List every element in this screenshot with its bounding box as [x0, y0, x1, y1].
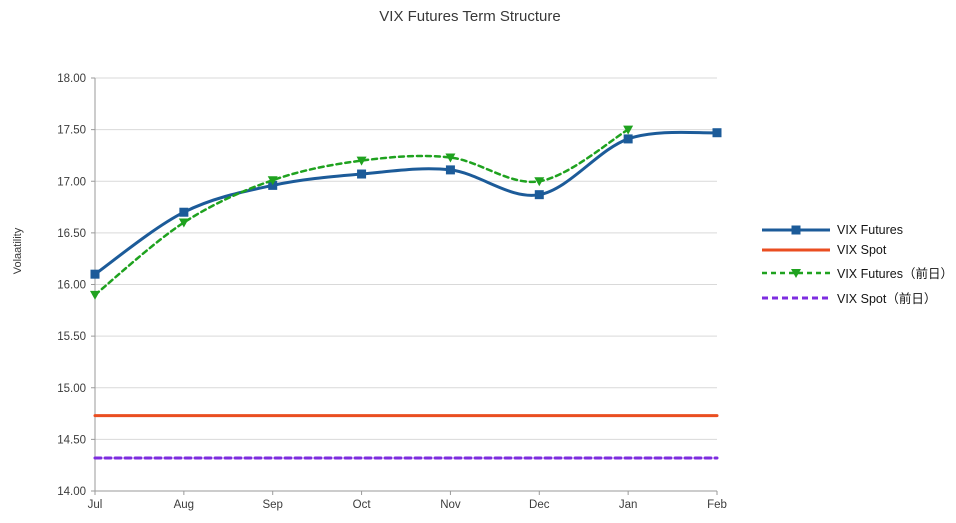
marker-square	[179, 207, 189, 217]
legend-label: VIX Spot（前日）	[837, 292, 937, 306]
marker-triangle-down	[267, 176, 278, 186]
y-tick-label: 16.50	[57, 228, 86, 240]
x-tick-label: Dec	[529, 499, 550, 511]
x-tick-label: Aug	[174, 499, 194, 511]
y-tick-label: 14.50	[57, 434, 86, 446]
legend-swatch	[762, 296, 830, 299]
x-tick-label: Feb	[707, 499, 727, 511]
x-tick-label: Jul	[88, 499, 103, 511]
series-line-0	[93, 130, 719, 276]
marker-square	[90, 269, 100, 279]
marker-triangle-down	[90, 290, 100, 300]
y-tick-label: 15.00	[57, 383, 86, 395]
marker-square	[357, 169, 367, 179]
marker-triangle-down	[534, 177, 545, 187]
legend-swatch	[762, 268, 830, 278]
y-tick-label: 17.00	[57, 176, 86, 188]
marker-triangle-down	[445, 153, 456, 163]
y-tick-label: 18.00	[57, 73, 86, 85]
marker-triangle-down	[623, 125, 634, 135]
x-tick-label: Nov	[440, 499, 461, 511]
legend: VIX Futures VIX Spot VIX Futures（前日） VIX Sp…	[760, 220, 953, 310]
marker-square	[712, 128, 722, 138]
legend-label: VIX Futures（前日）	[837, 267, 953, 281]
marker-square	[534, 190, 544, 200]
legend-item-3: VIX Spot（前日）	[760, 288, 953, 307]
marker-square	[445, 165, 455, 175]
legend-swatch	[762, 248, 830, 252]
legend-swatch	[762, 225, 830, 235]
legend-item-0: VIX Futures	[760, 223, 953, 237]
legend-item-2: VIX Futures（前日）	[760, 263, 953, 282]
legend-label: VIX Spot	[837, 243, 887, 257]
x-tick-label: Oct	[353, 499, 372, 511]
x-tick-label: Sep	[262, 499, 282, 511]
y-tick-label: 17.50	[57, 125, 86, 137]
chart-title: VIX Futures Term Structure	[379, 8, 561, 25]
x-tick-label: Jan	[619, 499, 638, 511]
legend-item-1: VIX Spot	[760, 243, 953, 257]
marker-square	[268, 180, 278, 190]
legend-label: VIX Futures	[837, 223, 903, 237]
marker-triangle-down	[178, 218, 189, 228]
y-tick-label: 16.00	[57, 280, 86, 292]
y-tick-label: 14.00	[57, 486, 86, 498]
marker-square	[623, 134, 633, 144]
marker-triangle-down	[356, 156, 367, 166]
y-tick-label: 15.50	[57, 331, 86, 343]
series-line-2	[93, 128, 630, 297]
